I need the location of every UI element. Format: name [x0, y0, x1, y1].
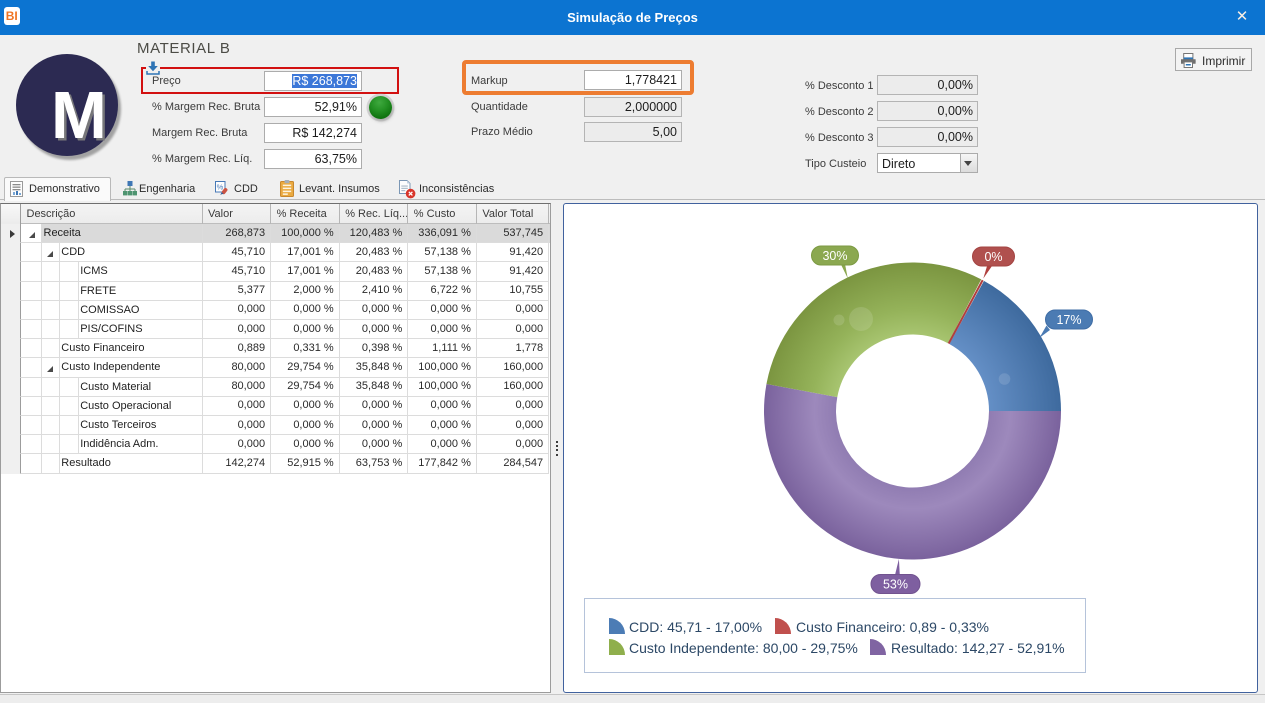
svg-text:%: %	[217, 183, 224, 192]
svg-text:17%: 17%	[1056, 313, 1081, 327]
svg-text:0%: 0%	[984, 250, 1002, 264]
svg-text:30%: 30%	[822, 249, 847, 263]
svg-text:53%: 53%	[883, 578, 908, 592]
